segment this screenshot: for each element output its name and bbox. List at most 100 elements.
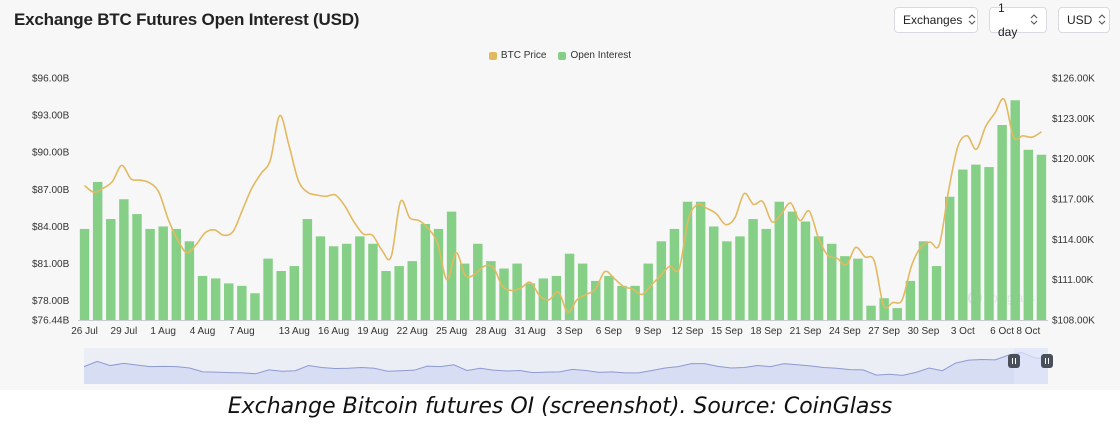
open-interest-bar[interactable]	[381, 271, 391, 320]
open-interest-bar[interactable]	[106, 219, 116, 320]
left-axis-tick-label: $90.00B	[32, 148, 70, 159]
open-interest-bar[interactable]	[735, 236, 745, 320]
open-interest-bar[interactable]	[1023, 149, 1034, 320]
open-interest-bar[interactable]	[197, 275, 208, 320]
open-interest-bar[interactable]	[944, 196, 955, 320]
open-interest-bar[interactable]	[79, 228, 90, 320]
interval-dropdown[interactable]: 1 day	[989, 1, 1047, 39]
open-interest-bar[interactable]	[486, 261, 496, 320]
x-axis-tick-label: 25 Aug	[436, 326, 467, 337]
open-interest-bar[interactable]	[302, 219, 313, 320]
exchanges-dropdown[interactable]: Exchanges	[894, 7, 978, 33]
open-interest-bar[interactable]	[210, 278, 221, 320]
x-axis-tick-label: 3 Sep	[556, 326, 583, 337]
open-interest-bar[interactable]	[984, 167, 994, 320]
open-interest-bar[interactable]	[774, 201, 784, 320]
x-axis-tick-label: 21 Sep	[790, 326, 822, 337]
open-interest-bar[interactable]	[577, 263, 588, 320]
left-axis-tick-label: $96.00B	[32, 74, 70, 85]
open-interest-bar[interactable]	[761, 228, 771, 320]
open-interest-bar[interactable]	[931, 266, 942, 320]
open-interest-bar[interactable]	[289, 266, 299, 320]
open-interest-bar[interactable]	[342, 243, 352, 320]
navigator-handle-grip[interactable]	[1008, 354, 1020, 368]
open-interest-bar[interactable]	[1010, 100, 1020, 321]
open-interest-bar[interactable]	[853, 258, 863, 320]
time-navigator[interactable]	[83, 348, 1053, 384]
open-interest-bar[interactable]	[879, 298, 889, 320]
open-interest-bar[interactable]	[119, 199, 129, 320]
open-interest-bar[interactable]	[866, 305, 876, 320]
open-interest-bar[interactable]	[971, 164, 981, 320]
open-interest-bar[interactable]	[420, 223, 431, 320]
open-interest-bar[interactable]	[512, 263, 522, 320]
open-interest-bar[interactable]	[1036, 154, 1047, 320]
open-interest-bar[interactable]	[158, 226, 168, 320]
open-interest-bar[interactable]	[145, 228, 155, 320]
open-interest-bar[interactable]	[630, 285, 640, 320]
open-interest-bar[interactable]	[958, 169, 968, 320]
open-interest-bar[interactable]	[800, 221, 811, 320]
chevron-up-down-icon	[1098, 13, 1106, 27]
open-interest-bar[interactable]	[171, 228, 182, 320]
x-axis-tick-label: 4 Aug	[190, 326, 216, 337]
open-interest-bar[interactable]	[827, 243, 837, 320]
open-interest-bar[interactable]	[656, 241, 667, 320]
open-interest-bar[interactable]	[709, 226, 719, 320]
open-interest-bar[interactable]	[499, 268, 509, 320]
open-interest-bar[interactable]	[237, 285, 247, 320]
right-axis-tick-label: $108.00K	[1052, 316, 1095, 327]
open-interest-bar[interactable]	[997, 125, 1007, 320]
open-interest-bar[interactable]	[604, 275, 614, 320]
open-interest-bar[interactable]	[840, 256, 850, 320]
open-interest-bar[interactable]	[250, 293, 260, 320]
x-axis-tick-label: 31 Aug	[515, 326, 546, 337]
x-axis: 26 Jul 29 Jul 1 Aug 4 Aug 7 Aug 13 Aug 16 Aug 1…	[71, 320, 1048, 337]
open-interest-bars	[79, 100, 1047, 321]
open-interest-bar[interactable]	[433, 228, 444, 320]
currency-dropdown[interactable]: USD	[1058, 7, 1110, 33]
open-interest-bar[interactable]	[328, 246, 339, 320]
chart-panel: Exchange BTC Futures Open Interest (USD)…	[14, 1, 1110, 384]
open-interest-bar[interactable]	[224, 283, 234, 320]
open-interest-bar[interactable]	[184, 241, 195, 320]
open-interest-bar[interactable]	[617, 285, 627, 320]
left-axis-tick-label: $78.00B	[32, 296, 70, 307]
open-interest-bar[interactable]	[905, 280, 916, 320]
open-interest-bar[interactable]	[407, 261, 417, 320]
left-axis-tick-label: $93.00B	[32, 111, 70, 122]
open-interest-bar[interactable]	[669, 228, 680, 320]
left-axis-tick-label: $76.44B	[32, 316, 70, 327]
navigator-handle[interactable]	[1041, 354, 1053, 368]
navigator-handle-grip[interactable]	[1041, 354, 1053, 368]
open-interest-bar[interactable]	[682, 201, 693, 320]
open-interest-bar[interactable]	[263, 258, 273, 320]
open-interest-bar[interactable]	[368, 243, 378, 320]
navigator-handle[interactable]	[1008, 354, 1020, 368]
open-interest-bar[interactable]	[315, 236, 326, 320]
open-interest-bar[interactable]	[276, 271, 286, 320]
open-interest-bar[interactable]	[813, 236, 824, 320]
open-interest-bar[interactable]	[918, 241, 929, 320]
open-interest-bar[interactable]	[787, 211, 798, 320]
open-interest-bar[interactable]	[695, 201, 706, 320]
open-interest-bar[interactable]	[551, 275, 562, 320]
open-interest-bar[interactable]	[564, 253, 575, 320]
exchanges-label: Exchanges	[903, 13, 963, 27]
open-interest-bar[interactable]	[892, 308, 902, 320]
open-interest-bar[interactable]	[473, 243, 483, 320]
x-axis-tick-label: 1 Aug	[150, 326, 176, 337]
open-interest-bar[interactable]	[591, 280, 601, 320]
legend-label-open-interest: Open Interest	[570, 50, 632, 61]
legend-item-open-interest[interactable]: Open Interest	[558, 50, 631, 61]
open-interest-bar[interactable]	[525, 283, 535, 320]
open-interest-bar[interactable]	[459, 263, 470, 320]
open-interest-bar[interactable]	[394, 266, 404, 320]
open-interest-bar[interactable]	[722, 241, 732, 320]
legend-item-btc-price[interactable]: BTC Price	[488, 50, 546, 61]
open-interest-bar[interactable]	[643, 263, 653, 320]
open-interest-bar[interactable]	[132, 214, 142, 320]
open-interest-bar[interactable]	[92, 181, 103, 320]
open-interest-bar[interactable]	[748, 219, 758, 320]
open-interest-bar[interactable]	[355, 236, 365, 320]
